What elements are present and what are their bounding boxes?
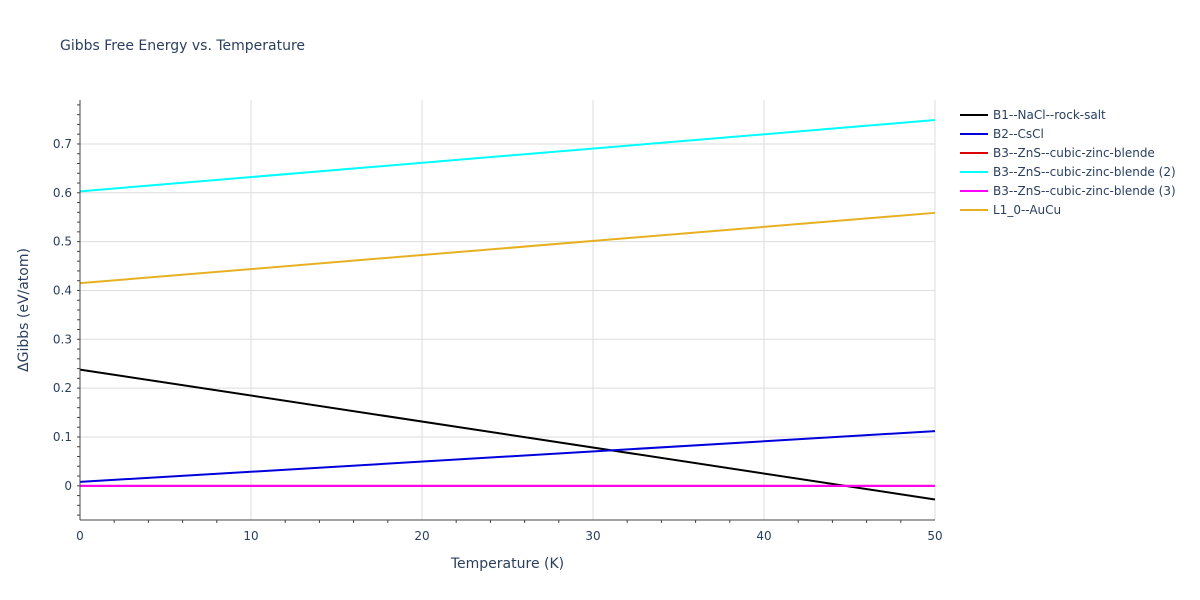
legend[interactable]: B1--NaCl--rock-salt B2--CsCl B3--ZnS--cubi… xyxy=(960,108,1176,217)
legend-label: B1--NaCl--rock-salt xyxy=(993,108,1106,122)
axes: 0 10 20 30 40 50 0 0.1 0.2 0.3 0.4 0.5 0.6 0.7 xyxy=(53,100,943,543)
legend-label: B3--ZnS--cubic-zinc-blende xyxy=(993,146,1155,160)
series-line-4 xyxy=(79,119,936,193)
legend-item[interactable]: B3--ZnS--cubic-zinc-blende (2) xyxy=(960,165,1176,179)
y-tick-label: 0.6 xyxy=(53,186,72,200)
legend-item[interactable]: B3--ZnS--cubic-zinc-blende xyxy=(960,146,1155,160)
x-tick-label: 30 xyxy=(585,529,600,543)
y-tick-label: 0.4 xyxy=(53,283,72,297)
y-tick-label: 0.7 xyxy=(53,137,72,151)
x-axis-title: Temperature (K) xyxy=(450,556,564,572)
x-tick-label: 10 xyxy=(243,529,258,543)
x-tick-label: 20 xyxy=(414,529,429,543)
y-tick-label: 0.3 xyxy=(53,332,72,346)
legend-label: B3--ZnS--cubic-zinc-blende (3) xyxy=(993,184,1176,198)
x-tick-label: 40 xyxy=(756,529,771,543)
x-tick-label: 50 xyxy=(927,529,942,543)
y-tick-label: 0.2 xyxy=(53,381,72,395)
y-tick-label: 0.1 xyxy=(53,430,72,444)
x-tick-label: 0 xyxy=(76,529,84,543)
plot-area xyxy=(79,119,936,501)
y-tick-label: 0.5 xyxy=(53,235,72,249)
legend-item[interactable]: L1_0--AuCu xyxy=(960,203,1061,217)
series-line-6 xyxy=(79,211,936,285)
chart-title: Gibbs Free Energy vs. Temperature xyxy=(60,38,305,54)
legend-item[interactable]: B2--CsCl xyxy=(960,127,1044,141)
legend-label: B3--ZnS--cubic-zinc-blende (2) xyxy=(993,165,1176,179)
y-axis-title: ΔGibbs (eV/atom) xyxy=(16,248,32,372)
legend-item[interactable]: B1--NaCl--rock-salt xyxy=(960,108,1106,122)
series-line-2 xyxy=(79,430,936,483)
legend-item[interactable]: B3--ZnS--cubic-zinc-blende (3) xyxy=(960,184,1176,198)
series-line-1 xyxy=(79,368,936,501)
legend-label: B2--CsCl xyxy=(993,127,1044,141)
y-tick-label: 0 xyxy=(64,479,72,493)
legend-label: L1_0--AuCu xyxy=(993,203,1061,217)
